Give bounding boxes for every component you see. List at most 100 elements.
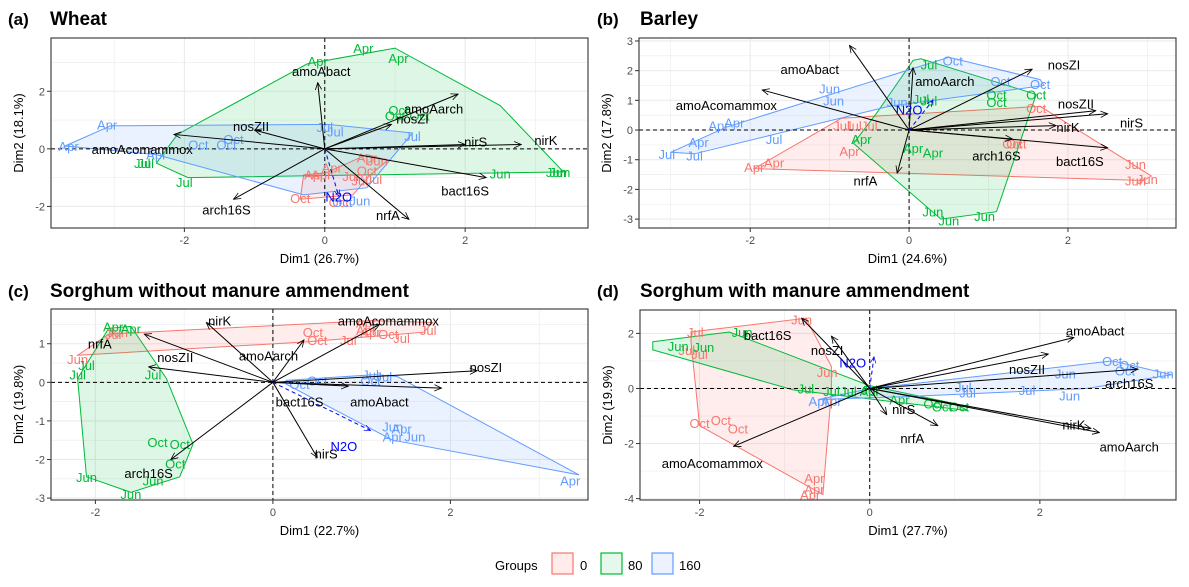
loading-arrow-amoAcomammox xyxy=(762,90,910,131)
plot-border xyxy=(50,308,589,501)
point-label-group-0: Jul xyxy=(678,343,695,358)
point-label-group-0: Jul xyxy=(687,325,704,340)
point-label-group-80: Jul xyxy=(913,92,930,107)
n2o-label: N2O xyxy=(325,189,352,204)
panel-tag: (a) xyxy=(8,10,29,29)
variable-label-arch16S: arch16S xyxy=(124,466,173,481)
y-tick-label: -1 xyxy=(35,416,45,428)
point-label-group-0: Apr xyxy=(357,150,378,165)
point-label-group-80: Apr xyxy=(923,145,944,160)
point-label-group-80: Jul xyxy=(137,156,154,171)
loading-arrow-amoAarch xyxy=(869,387,1100,432)
variable-label-nirS: nirS xyxy=(1120,116,1143,131)
legend: Groups 0 80 160 xyxy=(495,552,701,575)
loading-arrow-nirK xyxy=(324,145,522,150)
variable-label-amoAarch: amoAarch xyxy=(239,348,298,363)
point-label-group-80: Oct xyxy=(388,103,409,118)
variable-label-amoAcomammox: amoAcomammox xyxy=(338,314,440,329)
variable-label-amoAcomammox: amoAcomammox xyxy=(662,456,764,471)
loading-arrow-arch16S xyxy=(909,129,1012,139)
point-label-group-80: Apr xyxy=(889,392,910,407)
y-tick-label: 0 xyxy=(628,383,634,395)
loading-arrow-arch16S xyxy=(171,381,274,459)
y-tick-label: 2 xyxy=(627,66,633,78)
point-label-group-160: Jun xyxy=(823,93,844,108)
variable-label-nrfA: nrfA xyxy=(88,337,112,352)
legend-key-0 xyxy=(551,552,574,575)
x-tick-label: 2 xyxy=(447,507,453,519)
point-label-group-0: Jun xyxy=(817,365,838,380)
loading-arrow-nrfA xyxy=(324,148,409,220)
point-label-group-80: Jun xyxy=(549,165,570,180)
point-label-group-0: Jun xyxy=(342,169,363,184)
point-label-group-0: Oct xyxy=(689,416,710,431)
loading-arrow-arch16S xyxy=(234,148,326,199)
point-label-group-160: Jul xyxy=(362,368,379,383)
loading-arrow-nosZI xyxy=(324,124,392,150)
point-label-group-80: Jun xyxy=(938,214,959,229)
plot-background xyxy=(639,38,1176,228)
hull-group-80 xyxy=(652,331,968,411)
loading-arrow-amoAcomammox xyxy=(272,324,380,383)
point-label-group-160: Jul xyxy=(766,132,783,147)
panel-title: Barley xyxy=(640,9,699,30)
point-label-group-80: Jun xyxy=(143,474,164,489)
y-tick-label: -2 xyxy=(35,201,45,213)
point-label-group-160: Oct xyxy=(1030,77,1051,92)
loading-arrow-nosZII xyxy=(869,354,1049,389)
panel-tag: (c) xyxy=(8,282,29,301)
hull-group-80 xyxy=(77,325,194,493)
y-tick-label: 3 xyxy=(627,36,633,48)
loading-arrow-nosZII xyxy=(149,367,273,383)
y-tick-label: 0 xyxy=(39,377,45,389)
point-label-group-160: Jul xyxy=(955,380,972,395)
point-label-group-160: Jul xyxy=(404,129,421,144)
plot-border xyxy=(639,309,1177,501)
y-axis-title: Dim2 (19.8%) xyxy=(11,365,26,444)
point-label-group-0: Apr xyxy=(800,487,821,502)
variable-label-nirK: nirK xyxy=(208,314,231,329)
point-label-group-0: Oct xyxy=(290,191,311,206)
point-label-group-80: Apr xyxy=(903,141,924,156)
point-label-group-160: Jun xyxy=(1059,388,1080,403)
point-label-group-160: Oct xyxy=(188,138,209,153)
n2o-label: N2O xyxy=(896,102,923,117)
point-label-group-160: Oct xyxy=(332,195,353,210)
legend-label-160: 160 xyxy=(679,558,701,573)
point-label-group-80: Jul xyxy=(69,368,86,383)
plot-background xyxy=(51,38,588,228)
variable-label-arch16S: arch16S xyxy=(1105,376,1154,391)
n2o-label: N2O xyxy=(839,355,866,370)
point-label-group-0: Jul xyxy=(420,323,437,338)
variable-label-amoAcomammox: amoAcomammox xyxy=(676,98,778,113)
point-label-group-80: Jul xyxy=(798,381,815,396)
panel-tag: (d) xyxy=(597,282,619,301)
variable-label-arch16S: arch16S xyxy=(202,202,251,217)
point-label-group-80: Jun xyxy=(668,339,689,354)
point-label-group-160: Jul xyxy=(327,125,344,140)
point-label-group-160: Jun xyxy=(1153,366,1174,381)
variable-label-bact16S: bact16S xyxy=(441,184,489,199)
hull-group-0 xyxy=(690,317,832,496)
variable-label-nirK: nirK xyxy=(1056,120,1079,135)
point-label-group-160: Oct xyxy=(223,132,244,147)
variable-label-nosZI: nosZI xyxy=(396,112,429,127)
loading-arrow-bact16S xyxy=(802,318,871,389)
legend-label-80: 80 xyxy=(628,558,642,573)
point-label-group-0: Oct xyxy=(728,421,749,436)
y-tick-label: 2 xyxy=(39,86,45,98)
hull-group-160 xyxy=(670,56,1045,155)
x-tick-label: 0 xyxy=(867,507,873,519)
point-label-group-0: Jun xyxy=(67,352,88,367)
variable-label-amoAarch: amoAarch xyxy=(1100,439,1159,454)
point-label-group-0: Jul xyxy=(340,333,357,348)
point-label-group-0: Jul xyxy=(366,172,383,187)
loading-arrow-amoAbact xyxy=(850,45,910,131)
point-label-group-160: Oct xyxy=(1102,354,1123,369)
point-label-group-160: Jul xyxy=(1019,383,1036,398)
y-tick-label: -2 xyxy=(623,184,633,196)
point-label-group-0: Jul xyxy=(691,347,708,362)
point-label-group-0: Oct xyxy=(307,333,328,348)
